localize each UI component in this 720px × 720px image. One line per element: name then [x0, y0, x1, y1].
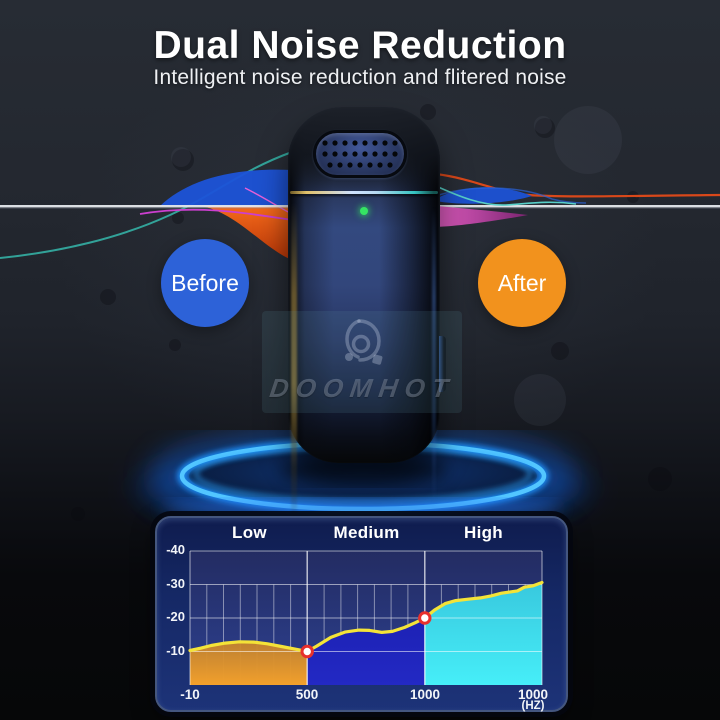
before-circle: Before — [161, 239, 249, 327]
after-label: After — [497, 269, 547, 296]
grille-holes — [322, 140, 398, 168]
y-tick--40: -40 — [166, 542, 185, 557]
microphone-device — [288, 107, 446, 532]
y-tick--30: -30 — [166, 575, 185, 591]
noise-reduction-chart-panel: Low Medium High -40 -30 -20 -10 -10 500 … — [155, 516, 568, 712]
device-shadow — [279, 455, 447, 485]
chart-section-medium: Medium — [333, 523, 400, 542]
mic-side-button — [439, 336, 446, 392]
y-tick--20: -20 — [166, 609, 185, 624]
brand-name: DOOMHOT — [267, 373, 457, 403]
after-circle: After — [478, 239, 566, 327]
before-label: Before — [171, 269, 239, 296]
chart-section-high: High — [464, 523, 503, 542]
doomhot-logo-icon — [345, 319, 383, 365]
x-tick-2: 1000 — [409, 687, 441, 702]
status-led — [360, 207, 368, 215]
chart-top-glow — [162, 499, 562, 517]
brand-watermark: DOOMHOT — [262, 311, 462, 413]
mic-grille — [313, 130, 407, 178]
y-tick--10: -10 — [166, 642, 185, 658]
x-axis-unit: (HZ) — [521, 700, 545, 712]
page-title: Dual Noise Reduction — [153, 24, 567, 67]
mic-accent-seam — [290, 191, 438, 194]
x-tick-3: 1000 — [517, 687, 549, 702]
x-tick-1: 500 — [295, 687, 319, 702]
noise-chart — [188, 550, 544, 685]
x-tick-0: -10 — [180, 687, 200, 702]
page-subtitle: Intelligent noise reduction and flitered… — [153, 66, 567, 89]
mic-gold-edge — [291, 202, 297, 532]
mic-blue-edge — [432, 207, 436, 507]
chart-section-low: Low — [232, 523, 267, 542]
